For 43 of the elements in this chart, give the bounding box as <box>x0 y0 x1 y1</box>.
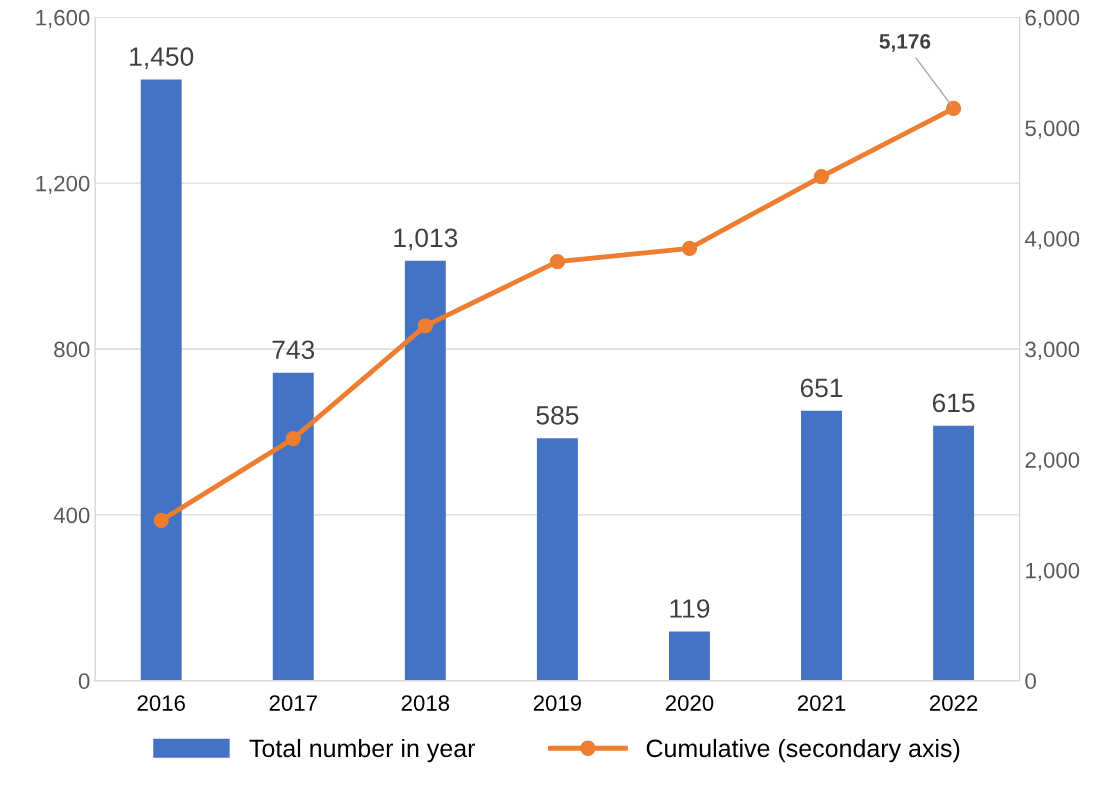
data-label: 119 <box>670 599 710 618</box>
point <box>681 240 698 257</box>
y-tick-label: 800 <box>54 341 90 358</box>
legend-label: Cumulative (secondary axis) <box>646 738 960 763</box>
x-tick-label: 2017 <box>269 695 317 711</box>
bar <box>536 438 578 681</box>
y-tick-label: 400 <box>53 507 90 524</box>
y2-tick-label: 3,000 <box>1025 341 1080 360</box>
y2-tick-label: 2,000 <box>1025 452 1080 471</box>
point <box>417 318 433 334</box>
bar <box>933 425 975 681</box>
x-tick-label: 2018 <box>401 695 450 711</box>
y2-tick-label: 6,000 <box>1025 9 1080 29</box>
y2-tick-label: 1,000 <box>1026 562 1080 582</box>
legend-label: Total number in year <box>249 738 476 763</box>
y2-tick-label: 0 <box>1025 673 1036 690</box>
x-tick-label: 2019 <box>533 695 582 711</box>
y-tick-label: 1,600 <box>36 9 90 29</box>
x-tick-label: 2022 <box>929 695 978 711</box>
point <box>285 430 301 447</box>
point <box>549 254 566 270</box>
data-label: 615 <box>932 393 975 413</box>
y-tick-label: 0 <box>78 673 90 690</box>
bar <box>272 372 314 681</box>
data-label: 5,176 <box>879 34 931 52</box>
x-tick-label: 2020 <box>665 695 714 711</box>
data-label: 651 <box>800 378 843 398</box>
data-label: 1,013 <box>394 228 458 251</box>
bar <box>668 631 710 681</box>
point <box>945 100 962 117</box>
y2-tick-label: 4,000 <box>1024 231 1080 250</box>
bar <box>404 260 446 681</box>
point <box>813 168 830 185</box>
x-tick-label: 2016 <box>137 695 185 711</box>
y2-tick-label: 5,000 <box>1025 120 1080 139</box>
data-label: 1,450 <box>130 47 194 70</box>
bar <box>140 79 182 681</box>
point <box>153 512 169 529</box>
x-tick-label: 2021 <box>797 695 846 711</box>
y-tick-label: 1,200 <box>36 175 90 195</box>
data-label: 743 <box>272 340 315 360</box>
bar <box>801 410 842 681</box>
data-label: 585 <box>536 405 579 425</box>
